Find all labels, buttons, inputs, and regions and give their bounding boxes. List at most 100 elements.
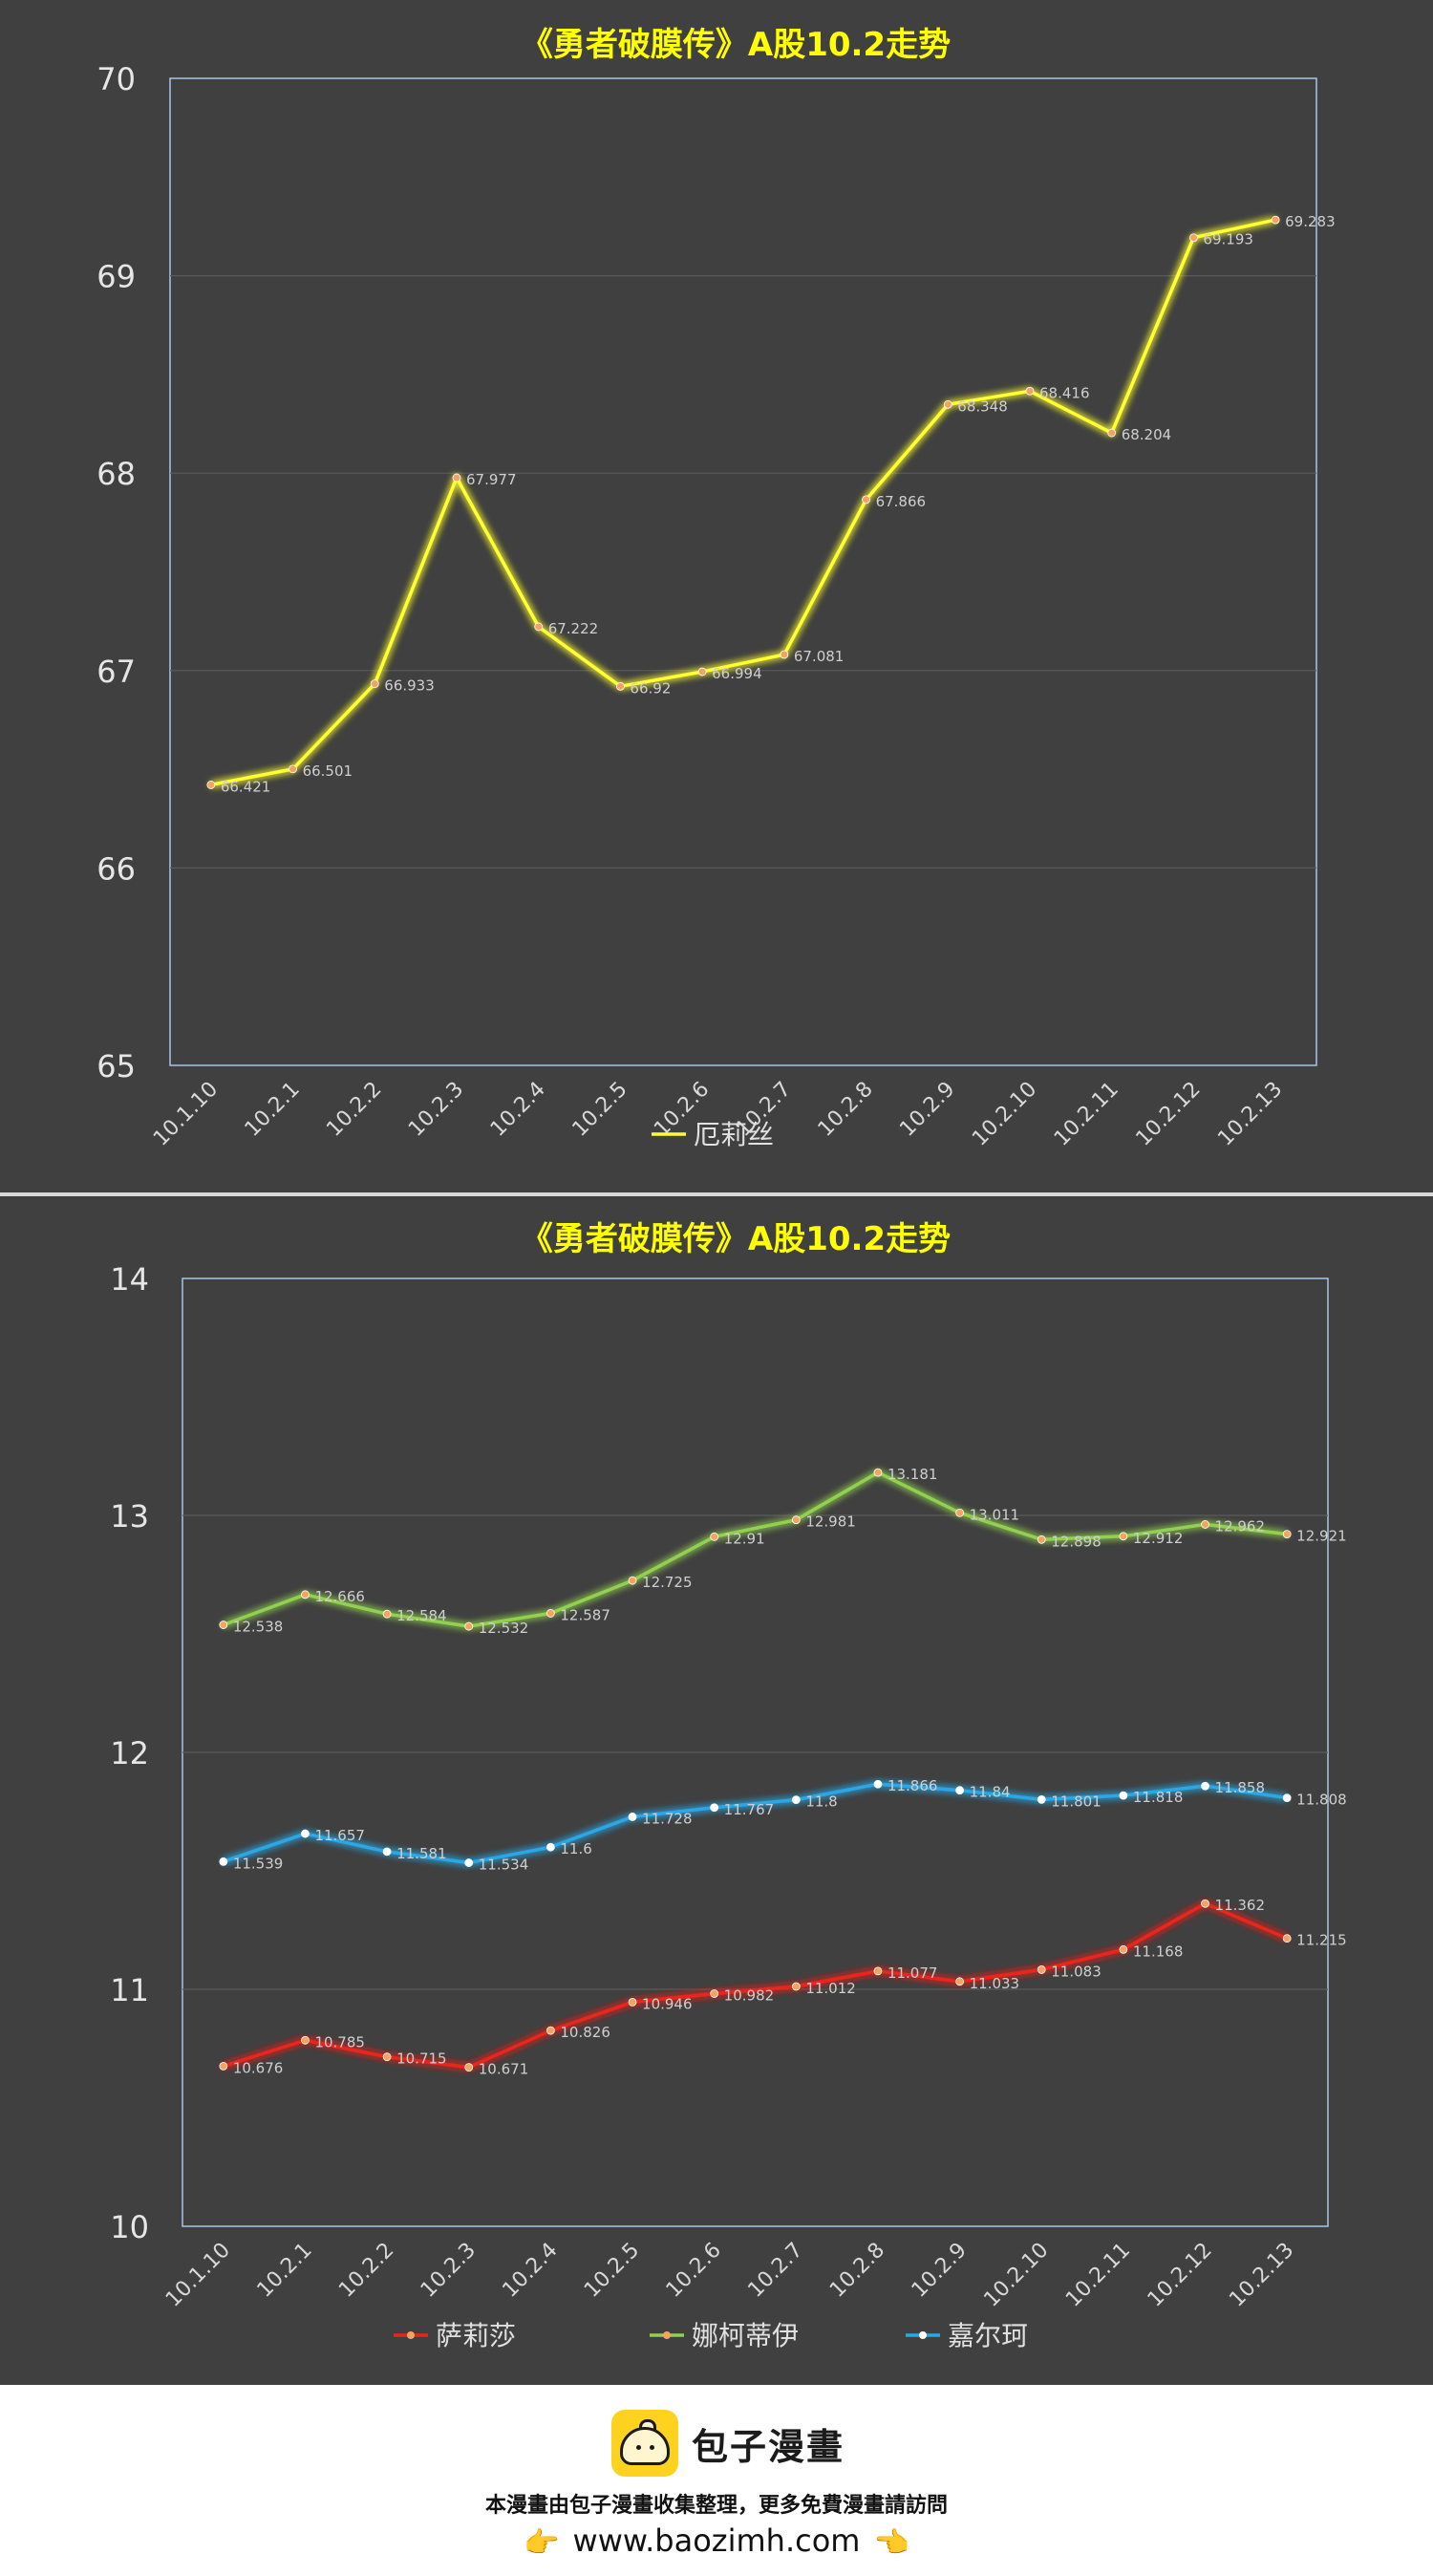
data-label: 10.715 [396,2050,447,2068]
data-point [382,1609,392,1619]
x-tick-label: 10.2.11 [1050,1078,1123,1151]
data-label: 69.283 [1285,213,1336,230]
data-point [545,1609,555,1618]
data-point [219,1621,228,1629]
plot-area [169,77,1317,1066]
x-tick-label: 10.2.5 [568,1078,632,1142]
data-point [464,1858,474,1867]
data-point [873,1966,883,1976]
brand[interactable]: 包子漫畫 [611,2410,845,2477]
series-line [223,1901,1288,2070]
data-point [1107,428,1117,438]
data-point [1282,1934,1292,1943]
data-point [1119,1532,1128,1541]
data-label: 11.8 [805,1793,837,1811]
pointing-left-icon: 👈 [873,2525,909,2560]
data-label: 11.534 [479,1857,529,1874]
data-point [943,399,952,409]
data-label: 12.962 [1215,1517,1266,1535]
x-tick-label: 10.2.13 [1213,1078,1287,1151]
data-label: 66.501 [303,762,353,780]
data-label: 11.858 [1215,1779,1266,1796]
x-tick-label: 10.1.10 [161,2239,235,2312]
data-label: 12.981 [805,1513,856,1531]
data-point [628,1576,637,1585]
x-tick-label: 10.2.13 [1225,2239,1298,2312]
legend-label: 嘉尔珂 [948,2320,1028,2351]
x-tick-label: 10.2.6 [662,2239,726,2303]
data-label: 67.866 [876,493,927,510]
chart-panel-2: 《勇者破膜传》A股10.2走势 14 13 12 11 10 10.1.10 10.2.1 10… [0,1196,1433,2385]
data-label: 12.666 [314,1588,365,1605]
data-label: 11.083 [1051,1963,1101,1980]
legend-marker [919,2331,927,2339]
data-point [545,2026,555,2035]
series-line [223,1782,1288,1865]
baozi-logo-icon [611,2410,678,2477]
data-label: 11.362 [1215,1897,1266,1914]
data-point [1201,1781,1209,1791]
y-tick-label: 67 [96,654,136,690]
x-tick-label: 10.2.3 [417,2239,481,2303]
x-tick-label: 10.2.11 [1061,2239,1135,2312]
site-url[interactable]: www.baozimh.com [572,2522,861,2559]
data-label: 12.898 [1051,1533,1101,1550]
data-point [289,764,297,774]
data-point [1271,215,1280,225]
legend-label: 萨莉莎 [436,2320,516,2351]
data-point [955,1786,965,1795]
data-label: 11.581 [396,1845,447,1862]
data-label: 11.657 [314,1827,365,1844]
series-line [210,218,1276,787]
data-label: 12.587 [560,1606,610,1623]
data-label: 12.725 [642,1574,693,1591]
y-tick-label: 69 [96,259,136,295]
series-1: 66.421 66.501 66.933 67.977 67.222 66.92 66.99… [206,213,1336,795]
footer [0,2385,1433,2576]
x-tick-label: 10.2.4 [498,2239,562,2303]
line-chart-1: 《勇者破膜传》A股10.2走势 70 69 68 67 66 65 10.1.10 10.2.1… [96,26,1336,1151]
data-point [1037,1965,1046,1974]
panel-divider [0,1192,1433,1196]
series-line [223,1470,1288,1628]
x-tick-label: 10.2.2 [322,1078,386,1142]
series-2: 12.538 12.666 12.584 12.532 12.587 12.725 12.9… [219,1466,1347,1637]
data-point [1037,1794,1046,1804]
url-row[interactable]: 👉 www.baozimh.com 👈 [0,2522,1433,2560]
x-tick-label: 10.2.5 [580,2239,644,2303]
y-tick-label: 10 [110,2209,149,2245]
data-point [710,1803,719,1813]
x-tick-label: 10.2.2 [334,2239,398,2303]
data-label: 11.801 [1051,1792,1101,1810]
data-label: 10.676 [233,2059,283,2076]
y-tick-label: 11 [110,1972,149,2008]
data-point [710,1989,719,1998]
data-label: 13.181 [888,1466,938,1483]
data-point [301,1829,310,1838]
data-label: 10.785 [314,2033,365,2050]
data-point [1201,1520,1209,1529]
data-label: 10.982 [724,1986,775,2004]
data-label: 11.168 [1133,1943,1184,1960]
y-tick-label: 66 [96,850,136,887]
y-tick-label: 65 [96,1048,136,1084]
x-tick-label: 10.2.1 [253,2239,317,2303]
x-tick-label: 10.1.10 [149,1078,223,1151]
data-point [1025,386,1035,396]
data-point [780,650,789,659]
y-tick-label: 68 [96,456,136,492]
data-label: 69.193 [1203,231,1253,248]
data-label: 68.416 [1039,384,1090,401]
x-tick-label: 10.2.8 [825,2239,889,2303]
data-point [1282,1530,1292,1538]
data-point [301,2035,310,2045]
data-label: 10.671 [479,2061,529,2078]
series-1: 10.676 10.785 10.715 10.671 10.826 10.946 10.9… [219,1897,1347,2078]
footer-note: 本漫畫由包子漫畫收集整理，更多免費漫畫請訪問 [484,2494,948,2518]
data-label: 11.033 [970,1975,1020,1992]
y-tick-label: 13 [110,1498,149,1535]
data-point [873,1779,883,1789]
chart-panel-1: 《勇者破膜传》A股10.2走势 70 69 68 67 66 65 10.1.10 10.2.1… [0,0,1433,1192]
data-point [382,2052,392,2062]
data-label: 67.081 [794,648,845,665]
